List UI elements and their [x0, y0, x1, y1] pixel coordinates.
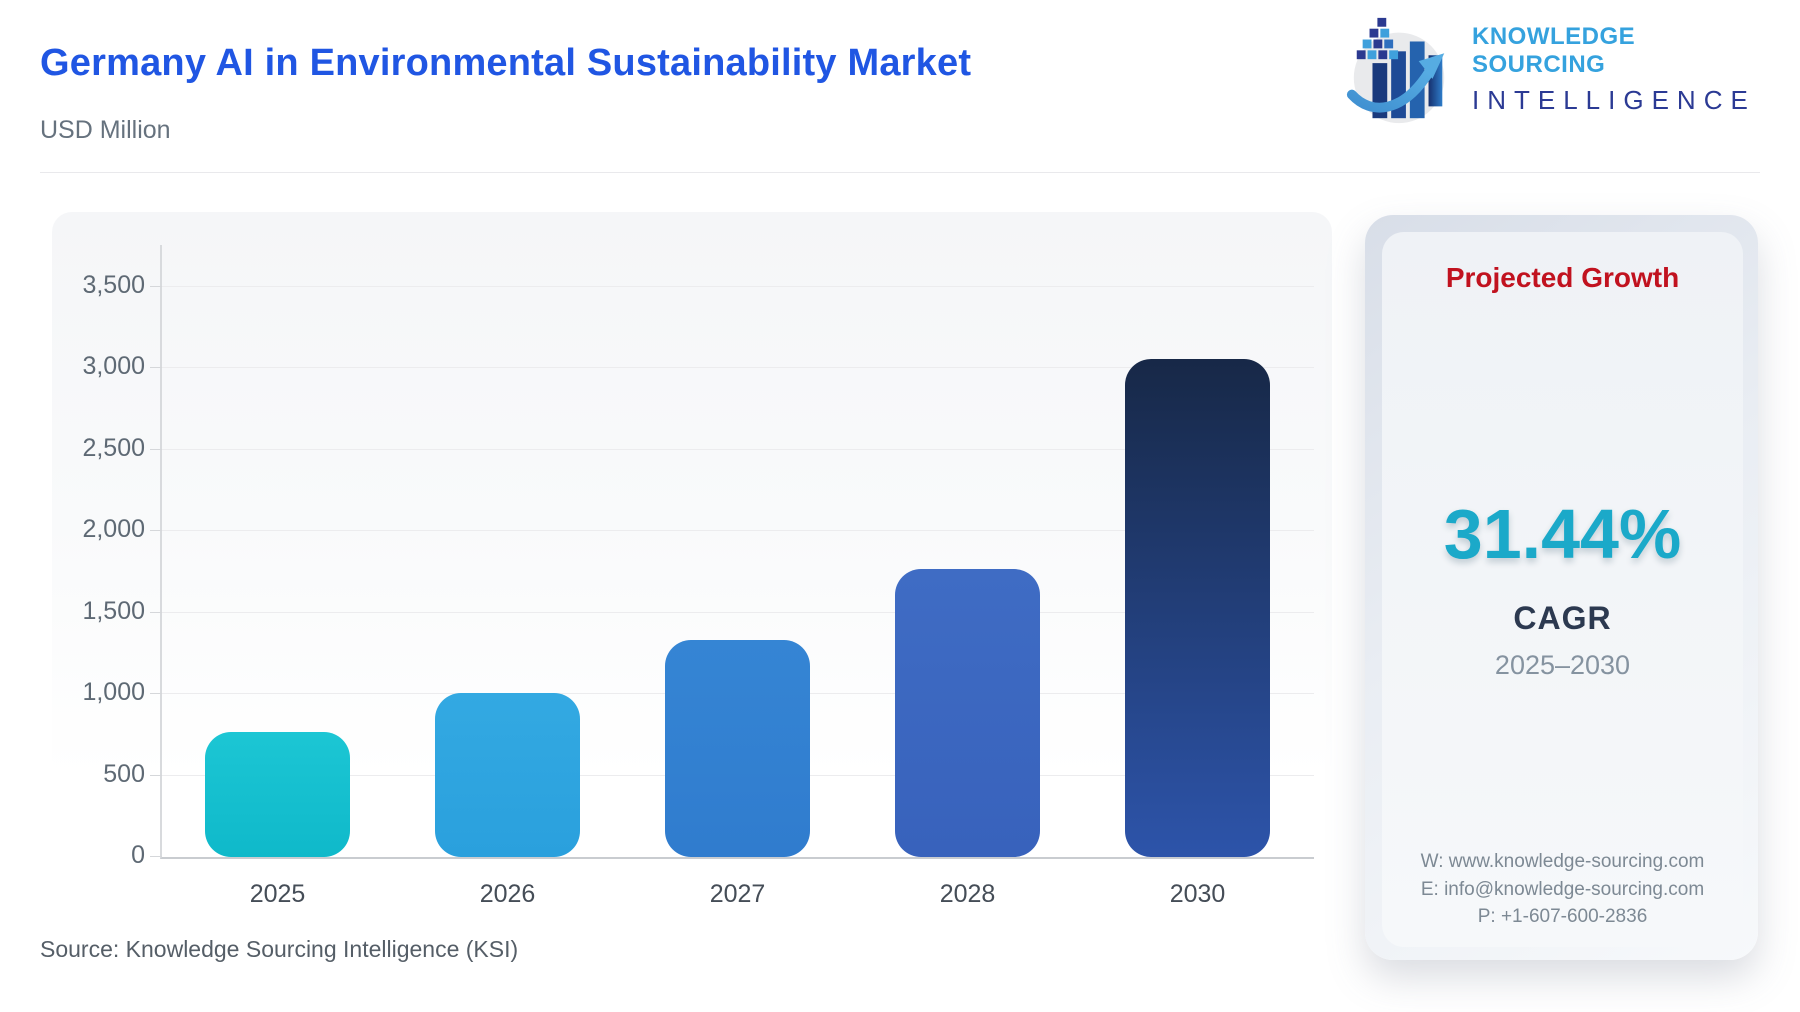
bar-2025: [205, 731, 350, 857]
gridline: [162, 448, 1314, 450]
gridline: [162, 367, 1314, 369]
projected-growth-title: Projected Growth: [1445, 262, 1680, 293]
y-axis-tick: [150, 530, 162, 532]
chart-unit-label: USD Million: [40, 116, 171, 144]
y-axis-label: 3,000: [82, 352, 145, 381]
bar-2028: [895, 568, 1040, 857]
y-axis-label: 500: [103, 759, 145, 788]
gridline: [162, 286, 1314, 287]
projected-growth-panel-inner: Projected Growth 31.44% CAGR 2025–2030 W…: [1382, 232, 1743, 947]
y-axis-label: 2,000: [82, 515, 145, 544]
gridline: [162, 530, 1314, 532]
y-axis-tick: [150, 856, 162, 857]
y-axis-label: 0: [131, 841, 145, 869]
logo-text-line2: INTELLIGENCE: [1472, 85, 1756, 115]
y-axis-tick: [150, 367, 162, 369]
contact-phone: P: +1-607-600-2836: [1477, 906, 1648, 928]
bar-2027: [665, 640, 810, 857]
cagr-period: 2025–2030: [1494, 650, 1631, 680]
x-axis-label: 2026: [479, 880, 536, 908]
contact-block: W: www.knowledge-sourcing.com E: info@kn…: [1382, 848, 1743, 931]
y-axis-tick: [150, 774, 162, 776]
cagr-value: 31.44%: [1443, 495, 1682, 573]
page-title: Germany AI in Environmental Sustainabili…: [40, 42, 972, 84]
cagr-label: CAGR: [1513, 600, 1612, 636]
y-axis-label: 2,500: [82, 433, 145, 462]
bar-2026: [435, 692, 580, 857]
source-note: Source: Knowledge Sourcing Intelligence …: [40, 936, 519, 962]
x-axis-label: 2025: [249, 880, 306, 908]
plot-area: 0 500 1,000 1,500 2,000 2,500 3,000 3,500 2025 20…: [82, 245, 1314, 908]
y-axis-label: 1,500: [82, 596, 145, 625]
y-axis-tick: [150, 693, 162, 695]
bar-2030: [1125, 358, 1270, 857]
projected-growth-panel: Projected Growth 31.44% CAGR 2025–2030 W…: [1365, 215, 1758, 960]
logo-globe-chart-icon: [1346, 17, 1445, 123]
contact-website: W: www.knowledge-sourcing.com: [1420, 851, 1705, 873]
company-logo: KNOWLEDGE SOURCING INTELLIGENCE: [1342, 12, 1762, 127]
y-axis-tick: [150, 448, 162, 450]
x-axis-label: 2028: [939, 880, 996, 908]
y-axis-label: 3,500: [82, 271, 145, 299]
y-axis-label: 1,000: [82, 678, 145, 707]
header-divider: [40, 172, 1760, 173]
y-axis-tick: [150, 286, 162, 287]
logo-text-line1: KNOWLEDGE SOURCING: [1472, 23, 1636, 78]
gridline: [162, 611, 1314, 613]
x-axis-label: 2030: [1169, 880, 1226, 908]
contact-email: E: info@knowledge-sourcing.com: [1420, 878, 1705, 900]
y-axis-tick: [150, 611, 162, 613]
x-axis-label: 2027: [709, 880, 766, 908]
